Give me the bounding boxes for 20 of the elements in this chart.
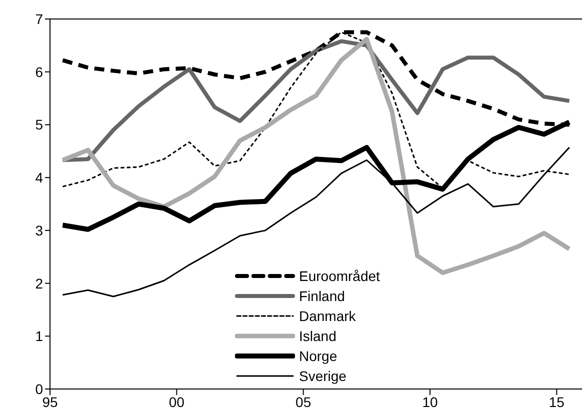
legend-label: Sverige	[299, 367, 346, 386]
legend-label: Euroområdet	[299, 267, 380, 286]
legend-label: Danmark	[299, 307, 356, 326]
y-tick-label: 4	[35, 170, 44, 186]
y-tick-label: 7	[35, 10, 44, 27]
x-tick-label: 15	[548, 394, 565, 410]
y-tick-label: 2	[35, 275, 44, 292]
y-tick-label: 5	[35, 116, 44, 133]
x-tick-label: 10	[422, 394, 438, 410]
y-tick-label: 6	[35, 64, 44, 80]
legend-label: Norge	[299, 347, 338, 366]
legend-label: Finland	[299, 287, 345, 306]
x-tick-label: 95	[42, 394, 58, 410]
line-series	[60, 39, 572, 162]
y-tick-label: 1	[35, 328, 44, 344]
legend-label: Island	[299, 327, 336, 346]
x-tick-label: 00	[168, 394, 185, 410]
x-tick-label: 05	[296, 394, 312, 410]
y-tick-label: 3	[35, 222, 44, 238]
y-tick-label: 0	[35, 380, 44, 397]
